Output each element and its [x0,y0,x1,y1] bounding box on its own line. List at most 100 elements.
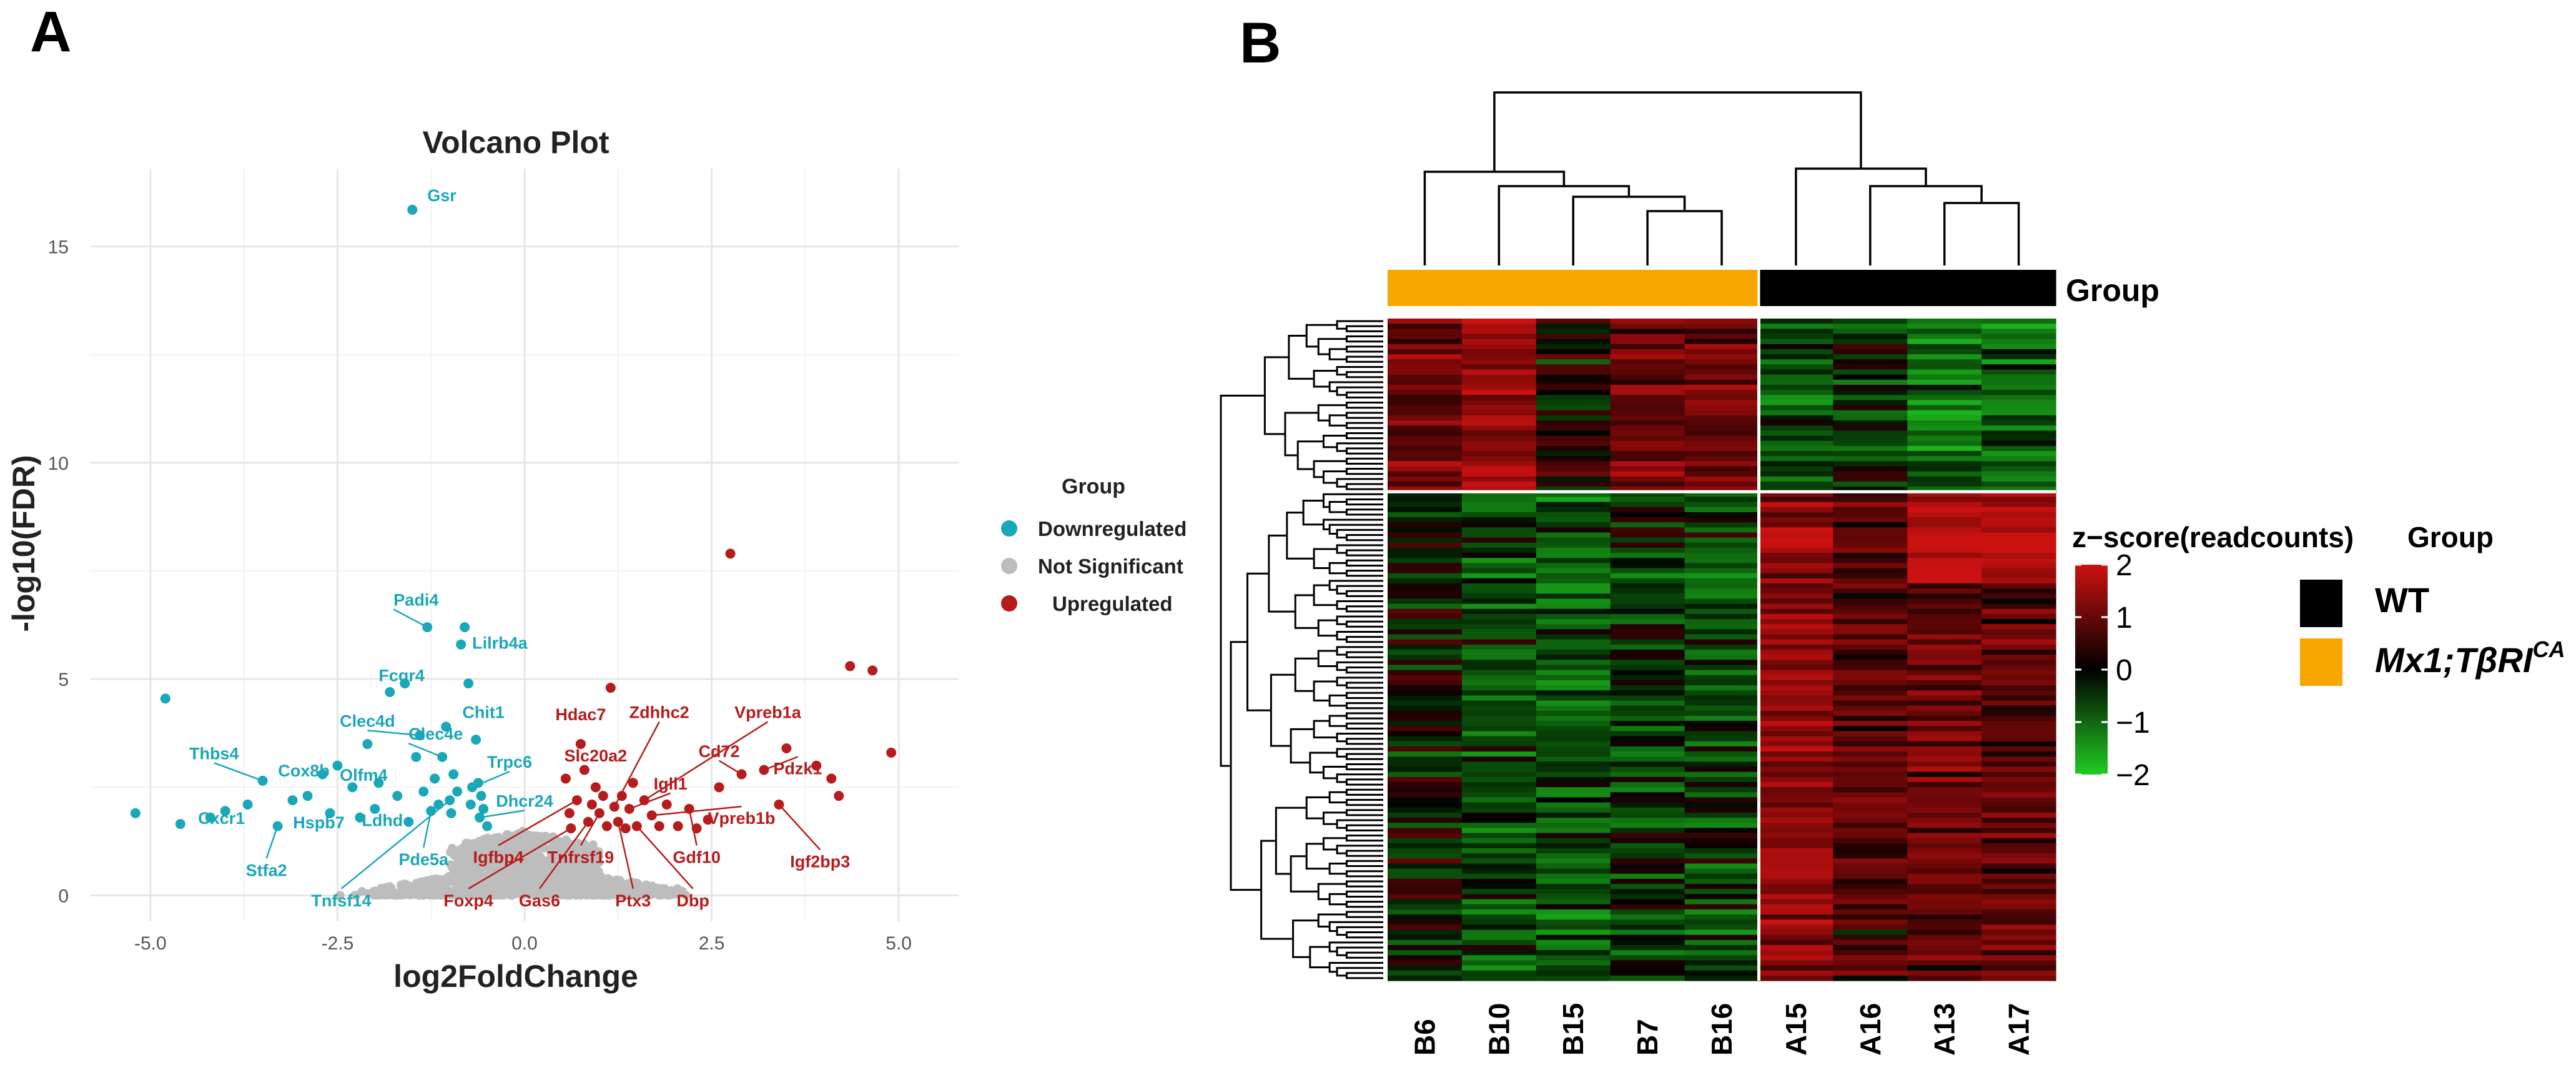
label-leader [367,730,420,736]
heatmap-cell [1907,395,1982,401]
row-dendro-link [1328,791,1347,804]
down-point [441,721,452,732]
heatmap-cell [1907,751,1982,757]
heatmap-cell [1461,934,1537,941]
heatmap-cell [1833,710,1908,716]
heatmap-cell [1684,344,1760,350]
heatmap-cell [1833,527,1908,533]
heatmap-cell [1610,354,1685,360]
heatmap-cell [1981,807,2056,813]
heatmap-cell [1684,955,1760,961]
heatmap-cell [1684,756,1760,762]
row-dendro-link [1345,447,1383,455]
heatmap-cell [1907,756,1982,762]
heatmap-cell [1981,741,2056,747]
heatmap-cell [1684,899,1760,905]
gene-label: Vpreb1a [734,703,802,722]
heatmap-cell [1684,410,1760,416]
heatmap-cell [1388,639,1463,645]
heatmap-cell [1981,904,2056,910]
gene-label: Tnfrsf19 [548,848,614,867]
gene-label: Padi4 [393,590,438,609]
legend-swatch-mx1 [2300,638,2342,686]
ns-point [455,863,464,873]
heatmap-cell [1388,364,1463,370]
heatmap-cell [1610,899,1685,905]
row-dendro-link [1328,414,1347,427]
ns-point [581,880,590,889]
heatmap-cell [1461,451,1537,457]
heatmap-cell [1388,563,1463,569]
heatmap-cell [1388,390,1463,395]
gene-label: Igf2bp3 [790,852,850,871]
legend-dot-up [1001,595,1017,612]
row-dendro-link [1313,680,1338,702]
heatmap-cell [1833,746,1908,752]
heatmap-cell [1833,792,1908,798]
heatmap-cell [1536,445,1611,452]
heatmap-cell [1536,542,1611,548]
heatmap-cell [1907,878,1982,884]
heatmap-cell [1981,929,2056,936]
heatmap-cell [1907,324,1982,329]
heatmap-cell [1610,823,1685,828]
heatmap-cell [1759,430,1833,437]
heatmap-cell [1907,339,1982,345]
heatmap-cell [1981,853,2056,859]
row-dendro-link [1336,967,1383,977]
heatmap-cell [1536,492,1611,497]
heatmap-cell [1981,756,2056,762]
heatmap-cell [1907,329,1982,335]
heatmap-cell [1907,929,1982,936]
ns-point [513,845,523,855]
heatmap-cell [1833,650,1908,655]
ns-point [417,890,427,899]
heatmap-cell [1833,476,1908,482]
heatmap-cell [1833,456,1908,462]
heatmap-cell [1536,583,1611,589]
heatmap-cell [1759,629,1833,635]
row-dendro-link [1220,394,1265,767]
heatmap-cell [1610,445,1685,452]
row-dendro-link [1294,594,1319,629]
group-bar-cell [1981,270,2056,306]
heatmap-cell [1684,507,1760,513]
heatmap-cell [1833,613,1908,620]
heatmap-cell [1684,359,1760,365]
heatmap-cell [1759,644,1833,650]
down-point [460,622,470,633]
heatmap-cell [1759,970,1833,976]
row-dendro-link [1336,320,1383,330]
heatmap-cell [1907,741,1982,747]
heatmap-cell [1759,736,1833,742]
heatmap-cell [1833,532,1908,538]
ns-point [591,847,601,856]
heatmap-cell [1981,695,2056,701]
heatmap-cell [1684,655,1760,660]
group-bar-cell [1461,270,1537,306]
row-dendro-link [1270,673,1296,747]
heatmap-cell [1759,919,1833,925]
heatmap-cell [1907,802,1982,808]
heatmap-cell [1610,364,1685,370]
down-point [373,778,384,788]
heatmap-cell [1388,588,1463,594]
heatmap-cell [1461,695,1537,701]
heatmap-cell [1981,583,2056,589]
ns-point [550,890,559,899]
heatmap-cell [1833,400,1908,406]
gene-label: Cxcr1 [198,809,245,828]
heatmap-cell [1610,716,1685,721]
heatmap-cell [1833,894,1908,900]
heatmap-cell [1833,858,1908,864]
heatmap-cell [1536,975,1611,981]
heatmap-cell [1907,665,1982,671]
heatmap-cell [1684,492,1760,497]
heatmap-cell [1388,863,1463,869]
heatmap-cell [1388,400,1463,406]
heatmap-cell [1833,741,1908,747]
row-dendro-link [1336,646,1383,656]
label-leader [423,811,432,848]
heatmap-cell [1907,410,1982,416]
heatmap-cell [1388,909,1463,915]
